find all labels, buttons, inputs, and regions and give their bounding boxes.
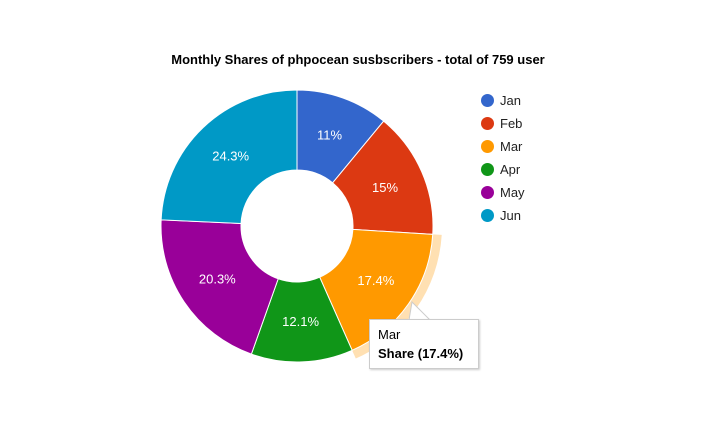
tooltip-pointer <box>408 300 432 321</box>
legend-swatch <box>481 140 494 153</box>
legend-swatch <box>481 186 494 199</box>
legend-swatch <box>481 117 494 130</box>
legend-item-mar[interactable]: Mar <box>481 135 525 158</box>
chart-title: Monthly Shares of phpocean susbscribers … <box>171 52 545 67</box>
legend-label: Jan <box>500 93 521 108</box>
legend-label: Jun <box>500 208 521 223</box>
legend-label: May <box>500 185 525 200</box>
slice-label-jan: 11% <box>317 128 342 143</box>
legend-swatch <box>481 209 494 222</box>
slice-may[interactable] <box>160 219 279 355</box>
legend: Jan Feb Mar Apr May Jun <box>481 89 525 227</box>
legend-item-apr[interactable]: Apr <box>481 158 525 181</box>
legend-swatch <box>481 163 494 176</box>
slice-label-may: 20.3% <box>199 272 236 287</box>
legend-item-feb[interactable]: Feb <box>481 112 525 135</box>
tooltip-value: Share (17.4%) <box>378 346 464 361</box>
tooltip: Mar Share (17.4%) <box>369 319 479 369</box>
slice-label-apr: 12.1% <box>282 314 319 329</box>
legend-label: Feb <box>500 116 523 131</box>
tooltip-category: Mar <box>378 327 401 342</box>
slice-label-feb: 15% <box>372 180 398 195</box>
slice-feb[interactable] <box>331 120 434 235</box>
slice-jun[interactable] <box>160 89 298 224</box>
slices-group <box>160 89 442 363</box>
slice-label-mar: 17.4% <box>357 273 394 288</box>
legend-item-may[interactable]: May <box>481 181 525 204</box>
legend-item-jun[interactable]: Jun <box>481 204 525 227</box>
slice-mar[interactable] <box>319 228 434 351</box>
legend-item-jan[interactable]: Jan <box>481 89 525 112</box>
legend-label: Mar <box>500 139 523 154</box>
legend-swatch <box>481 94 494 107</box>
slice-label-jun: 24.3% <box>212 149 249 164</box>
slice-labels-group: 11% 15% 17.4% 12.1% 20.3% 24.3% <box>199 128 399 329</box>
legend-label: Apr <box>500 162 521 177</box>
